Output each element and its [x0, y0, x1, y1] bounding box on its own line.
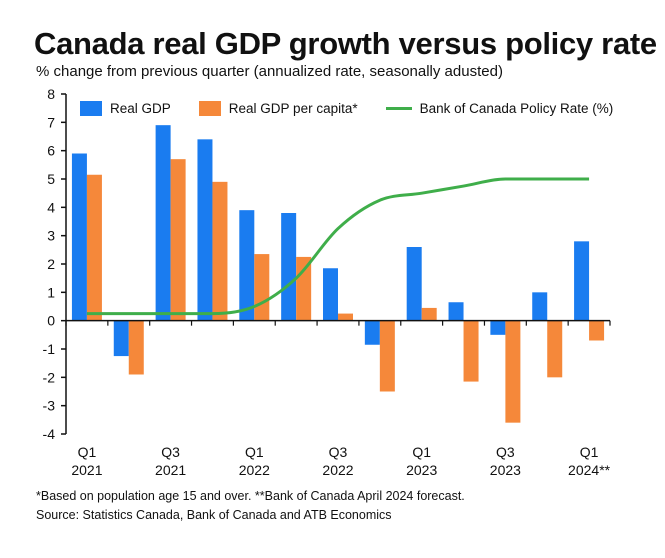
y-tick-label: 3	[47, 228, 55, 244]
x-tick-label-year: 2022	[239, 462, 270, 478]
bar-real-gdp	[71, 153, 87, 321]
x-tick-label-quarter: Q1	[245, 444, 264, 460]
legend-item-per-capita: Real GDP per capita*	[198, 101, 358, 116]
x-tick-label-year: 2021	[71, 462, 102, 478]
x-tick-label-quarter: Q3	[329, 444, 348, 460]
bar-real-gdp-per-capita	[463, 320, 479, 382]
y-tick-label: 7	[47, 114, 55, 130]
y-tick-label: 1	[47, 284, 55, 300]
bar-real-gdp-per-capita	[212, 181, 228, 321]
bar-real-gdp-per-capita	[338, 313, 353, 321]
x-tick-label-year: 2024**	[568, 462, 611, 478]
bar-real-gdp	[574, 241, 590, 321]
bar-real-gdp-per-capita	[254, 254, 270, 321]
legend-label-policy-rate: Bank of Canada Policy Rate (%)	[419, 101, 614, 116]
y-tick-label: -2	[43, 369, 56, 385]
source-note: Source: Statistics Canada, Bank of Canad…	[36, 508, 392, 522]
bar-real-gdp	[281, 213, 297, 321]
bar-real-gdp	[197, 139, 213, 321]
bar-real-gdp	[113, 320, 129, 357]
bar-real-gdp	[448, 302, 464, 321]
y-tick-label: 6	[47, 143, 55, 159]
bar-real-gdp	[155, 125, 171, 321]
bar-real-gdp	[323, 268, 338, 321]
bar-real-gdp-per-capita	[505, 320, 521, 423]
x-tick-label-year: 2023	[490, 462, 521, 478]
x-tick-label-quarter: Q1	[78, 444, 97, 460]
y-tick-label: -4	[43, 426, 56, 442]
y-tick-label: -3	[43, 398, 56, 414]
bar-real-gdp-per-capita	[421, 307, 437, 321]
y-tick-label: 4	[47, 199, 55, 215]
bar-real-gdp-per-capita	[86, 174, 102, 321]
y-tick-label: -1	[43, 341, 56, 357]
chart-subtitle: % change from previous quarter (annualiz…	[36, 63, 503, 80]
legend-swatch-real-gdp	[80, 101, 102, 116]
y-tick-label: 0	[47, 313, 55, 329]
legend-swatch-policy-rate	[385, 107, 412, 110]
legend-item-real-gdp: Real GDP	[80, 101, 171, 116]
chart-title: Canada real GDP growth versus policy rat…	[34, 26, 657, 61]
footnote: *Based on population age 15 and over. **…	[36, 489, 465, 503]
y-tick-label: 8	[47, 86, 55, 102]
x-tick-label-quarter: Q3	[161, 444, 180, 460]
bar-real-gdp-per-capita	[296, 256, 312, 321]
bar-real-gdp-per-capita	[170, 159, 186, 321]
x-tick-label-quarter: Q1	[580, 444, 599, 460]
bar-real-gdp-per-capita	[128, 320, 144, 375]
legend-label-real-gdp: Real GDP	[110, 101, 171, 116]
legend: Real GDP Real GDP per capita* Bank of Ca…	[80, 101, 641, 116]
policy-rate-line	[86, 177, 590, 316]
x-tick-label-year: 2022	[322, 462, 353, 478]
legend-label-per-capita: Real GDP per capita*	[228, 101, 358, 116]
bar-real-gdp-per-capita	[379, 320, 395, 392]
bar-real-gdp-per-capita	[547, 320, 563, 378]
bar-real-gdp-per-capita	[589, 320, 605, 341]
bar-real-gdp	[239, 210, 255, 321]
x-tick-label-quarter: Q1	[412, 444, 431, 460]
x-tick-label-year: 2021	[155, 462, 186, 478]
bar-real-gdp	[406, 247, 422, 321]
y-tick-label: 2	[47, 256, 55, 272]
legend-item-policy-rate: Bank of Canada Policy Rate (%)	[385, 101, 614, 116]
y-tick-label: 5	[47, 171, 55, 187]
bar-real-gdp	[364, 320, 380, 345]
x-tick-label-quarter: Q3	[496, 444, 515, 460]
legend-swatch-per-capita	[198, 101, 221, 116]
x-tick-label-year: 2023	[406, 462, 437, 478]
bar-real-gdp	[490, 320, 506, 335]
bar-real-gdp	[532, 292, 548, 321]
